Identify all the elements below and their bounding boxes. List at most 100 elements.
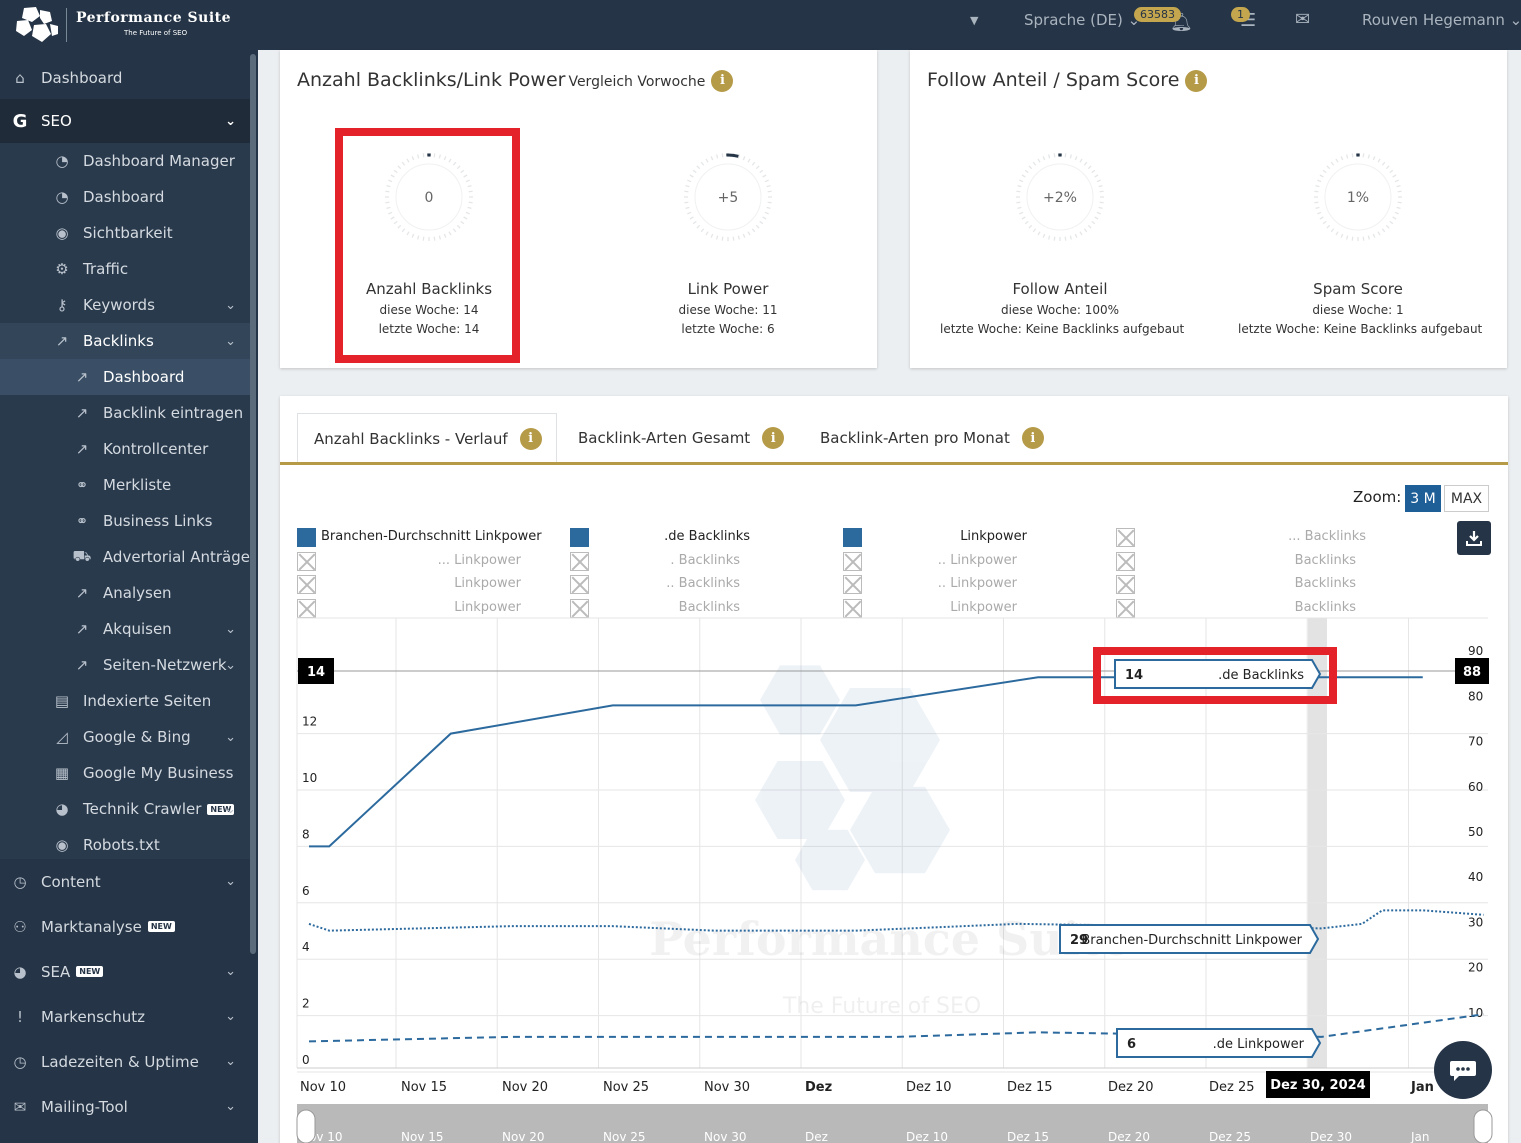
sidebar-item-sichtbarkeit[interactable]: ◉ Sichtbarkeit <box>0 215 250 251</box>
gauge-tick <box>411 233 415 238</box>
legend-swatch-disabled[interactable] <box>297 575 316 594</box>
sidebar-item-mailing-tool[interactable]: ✉ Mailing-Tool ⌄ <box>0 1084 250 1129</box>
sidebar-item-ladezeiten-uptime[interactable]: ◷ Ladezeiten & Uptime ⌄ <box>0 1039 250 1084</box>
gauge-dial: 0 <box>385 153 473 241</box>
legend-item[interactable]: .. Linkpower <box>937 553 1017 568</box>
sidebar-item-kontrollcenter[interactable]: ↗ Kontrollcenter <box>0 431 250 467</box>
gauge-tick <box>684 201 689 204</box>
legend-item[interactable]: Backlinks <box>1294 553 1356 568</box>
sidebar-item-indexierte-seiten[interactable]: ▤ Indexierte Seiten <box>0 683 250 719</box>
sidebar-item-backlink-eintragen[interactable]: ↗ Backlink eintragen <box>0 395 250 431</box>
legend-swatch-disabled[interactable] <box>843 552 862 571</box>
gauge-tick <box>1351 153 1354 158</box>
legend-swatch-disabled[interactable] <box>843 575 862 594</box>
info-icon[interactable]: i <box>519 427 542 450</box>
legend-swatch[interactable] <box>297 528 316 547</box>
tasks-badge: 1 <box>1231 7 1250 22</box>
legend-swatch-disabled[interactable] <box>570 552 589 571</box>
zoom-3m-button[interactable]: 3 M <box>1405 485 1441 512</box>
legend-item[interactable]: .. Linkpower <box>937 576 1017 591</box>
legend-swatch[interactable] <box>843 528 862 547</box>
tooltip-value: 29 <box>1070 933 1088 948</box>
sidebar-item-akquisen[interactable]: ↗ Akquisen ⌄ <box>0 611 250 647</box>
sidebar-item-label: Ladezeiten & Uptime <box>41 1052 199 1071</box>
sidebar-item-sea[interactable]: ◕ SEA NEW ⌄ <box>0 949 250 994</box>
sidebar-item-seiten-netzwerk[interactable]: ↗ Seiten-Netzwerk ⌄ <box>0 647 250 683</box>
legend-item[interactable]: ... Backlinks <box>1288 529 1366 544</box>
sidebar-item-keywords[interactable]: ⚷ Keywords ⌄ <box>0 287 250 323</box>
gauge-tick <box>1099 190 1104 193</box>
zoom-max-button[interactable]: MAX <box>1444 485 1489 512</box>
legend-swatch-disabled[interactable] <box>1116 528 1135 547</box>
sidebar-item-robots-txt[interactable]: ◉ Robots.txt <box>0 827 250 863</box>
legend-item[interactable]: . Backlinks <box>670 553 740 568</box>
gauge-tick <box>705 231 709 236</box>
gauge-tick <box>1042 233 1046 238</box>
legend-item[interactable]: .. Backlinks <box>666 576 740 591</box>
tab-backlink-arten-pro-monat[interactable]: Backlink-Arten pro Monat i <box>804 413 1064 463</box>
tab-backlink-arten-gesamt[interactable]: Backlink-Arten Gesamt i <box>562 413 792 463</box>
gauge-label: Follow Anteil <box>1012 280 1108 298</box>
sidebar-item-dashboard-manager[interactable]: ◔ Dashboard Manager <box>0 143 250 179</box>
legend-item[interactable]: Linkpower <box>950 600 1017 615</box>
watermark-hexagon <box>795 829 865 891</box>
legend-item[interactable]: Linkpower <box>454 600 521 615</box>
sidebar-scrollbar[interactable] <box>250 54 256 954</box>
brand-logo[interactable]: Performance Suite The Future of SEO <box>12 4 252 46</box>
gauge-line1: diese Woche: 1 <box>1312 303 1404 317</box>
legend-item[interactable]: Backlinks <box>1294 600 1356 615</box>
gauge-tick <box>1053 236 1056 241</box>
download-button[interactable] <box>1457 521 1491 555</box>
info-icon[interactable]: i <box>1185 69 1208 92</box>
sidebar-item-google-my-business[interactable]: ▦ Google My Business <box>0 755 250 791</box>
sidebar-item-dashboard[interactable]: ◔ Dashboard <box>0 179 250 215</box>
legend-item[interactable]: .de Backlinks <box>664 529 750 544</box>
gauge-tick <box>751 161 756 166</box>
legend-item[interactable]: ... Linkpower <box>437 553 521 568</box>
sidebar-item-label: Keywords <box>83 296 155 314</box>
legend-swatch-disabled[interactable] <box>1116 575 1135 594</box>
sidebar-item-merkliste[interactable]: ⚭ Merkliste <box>0 467 250 503</box>
dashboard-icon: ◔ <box>55 188 69 206</box>
gauge-tick <box>1389 220 1394 225</box>
gauge-tick <box>1322 169 1327 174</box>
legend-swatch[interactable] <box>570 528 589 547</box>
gauge-tick <box>751 228 756 233</box>
gauge-tick <box>1397 201 1402 204</box>
legend-item[interactable]: Backlinks <box>1294 576 1356 591</box>
legend-swatch-disabled[interactable] <box>1116 552 1135 571</box>
dropdown-caret-icon[interactable]: ▼ <box>970 14 979 27</box>
legend-swatch-disabled[interactable] <box>570 575 589 594</box>
sidebar-item-seo[interactable]: G SEO ⌄ <box>0 99 250 143</box>
sidebar-item-traffic[interactable]: ⚙ Traffic <box>0 251 250 287</box>
gauge-tick <box>764 179 769 183</box>
info-icon[interactable]: i <box>762 427 785 449</box>
legend-item[interactable]: Branchen-Durchschnitt Linkpower <box>321 529 542 544</box>
sidebar-item-technik-crawler[interactable]: ◕ Technik Crawler NEW ⌄ <box>0 791 250 827</box>
gauge-ring <box>694 163 762 231</box>
info-icon[interactable]: i <box>711 69 734 92</box>
info-icon[interactable]: i <box>1021 427 1044 449</box>
legend-item[interactable]: Linkpower <box>960 529 1027 544</box>
sidebar-item-advertorial-antr-ge[interactable]: ⛟ Advertorial Anträge <box>0 539 250 575</box>
sidebar-item-dashboard[interactable]: ⌂ Dashboard <box>0 56 250 100</box>
gauge-tick <box>465 179 470 183</box>
gauge-tick <box>1315 206 1320 210</box>
sidebar-item-backlinks[interactable]: ↗ Backlinks ⌄ <box>0 323 250 359</box>
sidebar-item-dashboard[interactable]: ↗ Dashboard <box>0 359 250 395</box>
legend-swatch-disabled[interactable] <box>297 552 316 571</box>
envelope-icon[interactable]: ✉ <box>1295 9 1311 30</box>
user-menu[interactable]: Rouven Hegemann ⌄ <box>1362 11 1521 29</box>
sidebar-item-google-bing[interactable]: ◿ Google & Bing ⌄ <box>0 719 250 755</box>
tab-backlinks-verlauf[interactable]: Anzahl Backlinks - Verlauf i <box>297 413 557 463</box>
legend-item[interactable]: Linkpower <box>454 576 521 591</box>
chat-button[interactable] <box>1434 1041 1492 1099</box>
legend-item[interactable]: Backlinks <box>678 600 740 615</box>
sidebar-item-markenschutz[interactable]: ! Markenschutz ⌄ <box>0 994 250 1039</box>
sidebar-item-marktanalyse[interactable]: ⚇ Marktanalyse NEW <box>0 904 250 949</box>
gauge-tick <box>737 235 741 240</box>
sidebar-item-content[interactable]: ◷ Content ⌄ <box>0 859 250 904</box>
sidebar-item-business-links[interactable]: ⚭ Business Links <box>0 503 250 539</box>
sidebar-item-analysen[interactable]: ↗ Analysen <box>0 575 250 611</box>
